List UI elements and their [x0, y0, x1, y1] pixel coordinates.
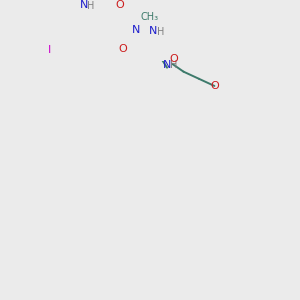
Text: H: H: [157, 27, 164, 37]
Text: O: O: [116, 0, 124, 10]
Text: N: N: [131, 25, 140, 35]
Text: O: O: [210, 81, 219, 91]
Text: N: N: [80, 0, 88, 10]
Text: O: O: [169, 55, 178, 64]
Text: CH₃: CH₃: [140, 12, 158, 22]
Text: H: H: [170, 60, 178, 70]
Text: O: O: [118, 44, 127, 53]
Text: N: N: [149, 26, 158, 36]
Text: N: N: [163, 59, 171, 70]
Text: H: H: [87, 1, 94, 11]
Text: I: I: [48, 45, 51, 55]
